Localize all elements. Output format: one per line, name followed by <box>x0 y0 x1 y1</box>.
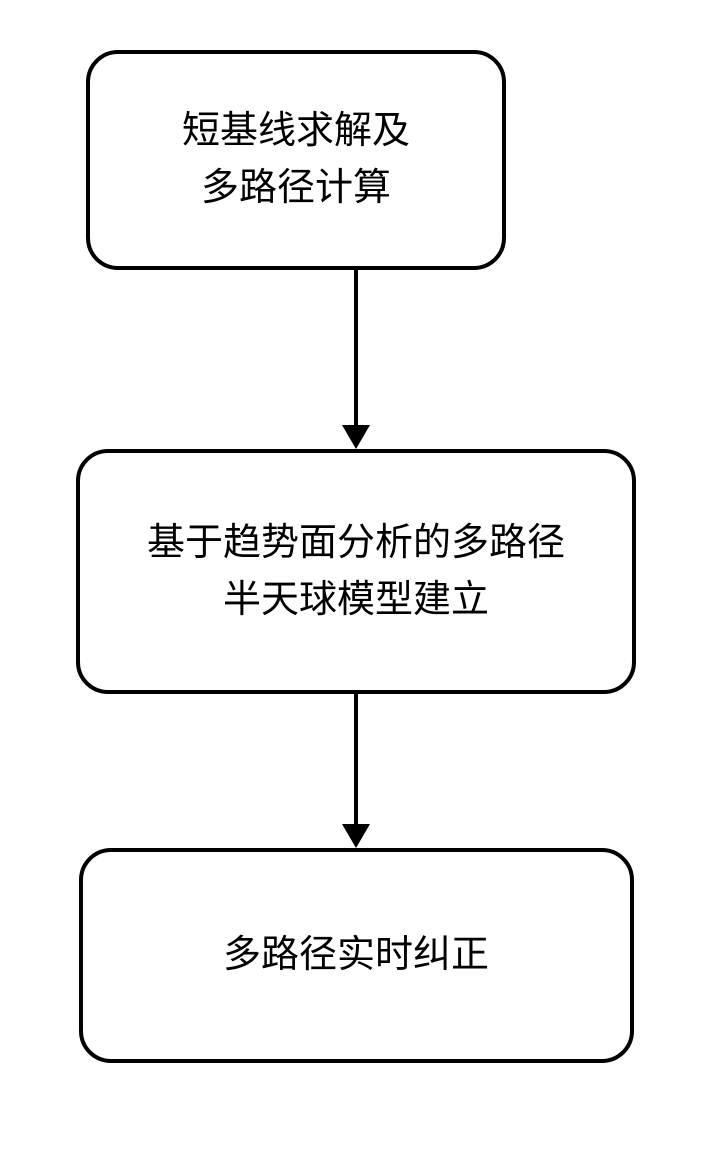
arrow-1 <box>342 270 370 449</box>
flowchart-node-2: 基于趋势面分析的多路径 半天球模型建立 <box>76 449 636 694</box>
node-3-text-line-1: 多路径实时纠正 <box>223 927 489 984</box>
flowchart-container: 短基线求解及 多路径计算 基于趋势面分析的多路径 半天球模型建立 多路径实时纠正 <box>76 50 636 1063</box>
arrow-1-head <box>342 425 370 449</box>
node-2-text-line-1: 基于趋势面分析的多路径 <box>147 515 565 572</box>
arrow-1-line <box>354 270 358 425</box>
arrow-2-head <box>342 824 370 848</box>
arrow-2-line <box>354 694 358 824</box>
flowchart-node-1: 短基线求解及 多路径计算 <box>86 50 506 270</box>
node-1-text-line-1: 短基线求解及 <box>182 103 410 160</box>
arrow-2 <box>342 694 370 848</box>
node-2-text-line-2: 半天球模型建立 <box>223 572 489 629</box>
node-1-text-line-2: 多路径计算 <box>201 160 391 217</box>
flowchart-node-3: 多路径实时纠正 <box>79 848 634 1063</box>
